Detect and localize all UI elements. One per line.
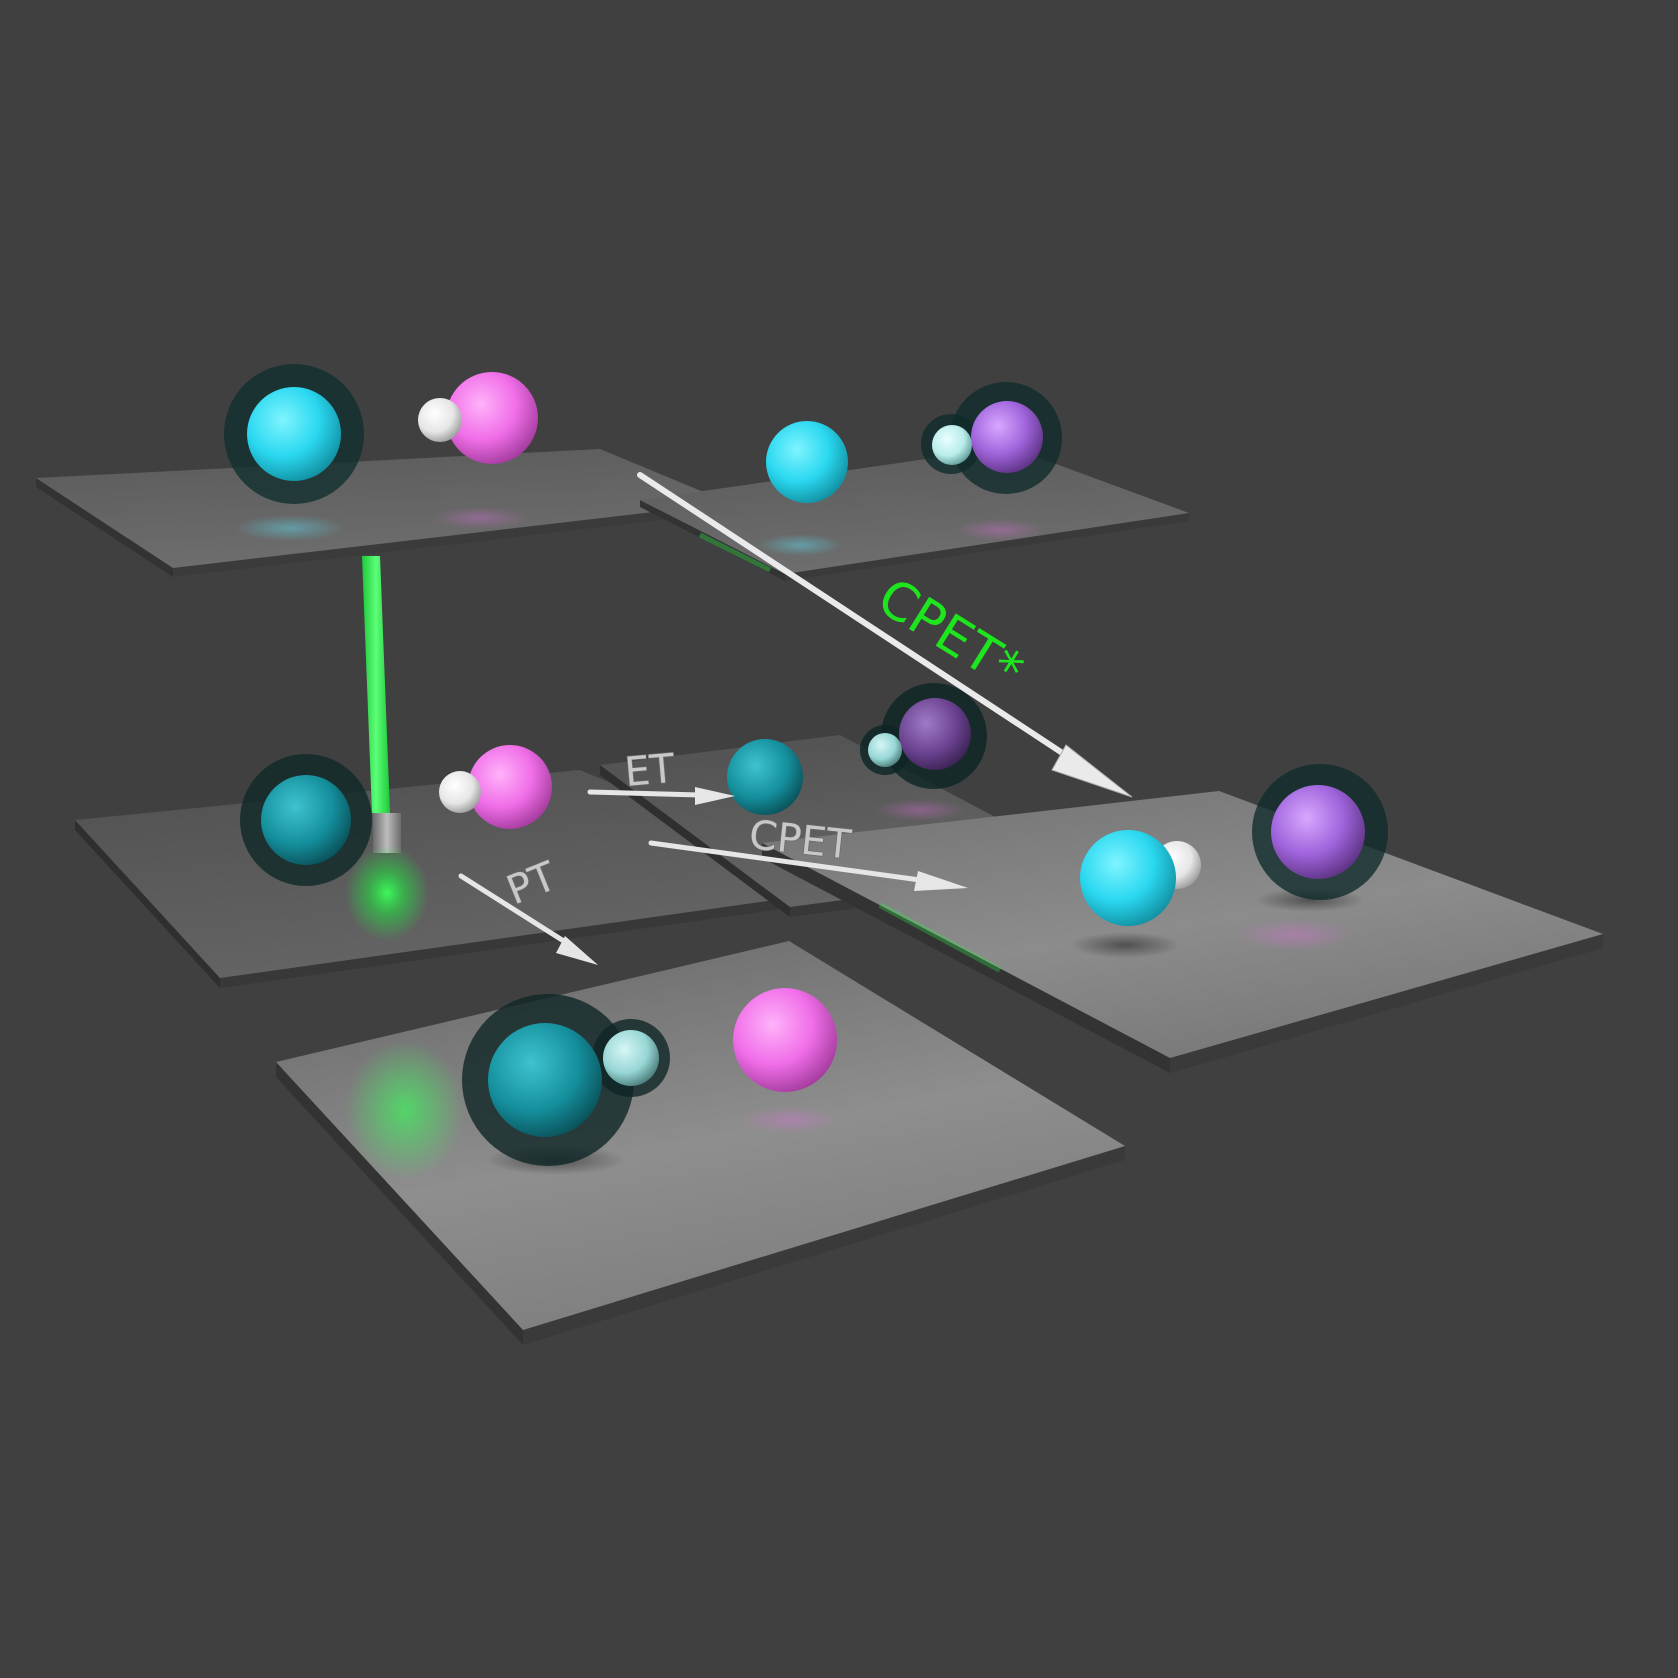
oxidized-donor-sphere	[899, 698, 971, 770]
oxidized-donor-sphere	[971, 401, 1043, 473]
reduced-acceptor-sphere	[727, 739, 803, 815]
proton-sphere	[418, 398, 462, 442]
bottom-right-species	[1080, 764, 1388, 926]
bottom-plane	[276, 941, 1125, 1345]
upper-left-plane	[36, 449, 730, 577]
electron-acceptor-sphere	[247, 387, 341, 481]
middle-right-species	[727, 683, 987, 815]
proton-donor-sphere	[468, 745, 552, 829]
bottom-right-plane	[762, 791, 1603, 1073]
excitation-beam	[345, 556, 429, 941]
et-label: ET	[623, 746, 677, 796]
top-right-species	[766, 382, 1062, 503]
proton-donor-sphere	[446, 372, 538, 464]
cpet-arrow	[648, 840, 968, 891]
protonated-acceptor-sphere	[1080, 830, 1176, 926]
oxidized-donor-sphere	[1271, 785, 1365, 879]
pt-arrow	[458, 873, 598, 965]
electron-acceptor-sphere	[766, 421, 848, 503]
et-arrow	[587, 787, 735, 805]
deprotonated-donor-sphere	[733, 988, 837, 1092]
middle-left-species	[240, 745, 552, 886]
proton-sphere	[603, 1030, 659, 1086]
excited-acceptor-sphere	[261, 775, 351, 865]
cpet-star-arrow	[637, 472, 1133, 798]
proton-sphere	[932, 425, 972, 465]
cpet-label: CPET	[747, 812, 854, 868]
upper-right-plane	[640, 447, 1189, 581]
protonated-acceptor-sphere	[488, 1023, 602, 1137]
proton-sphere	[868, 733, 902, 767]
top-left-species	[224, 364, 538, 504]
proton-sphere	[439, 771, 481, 813]
bottom-species	[462, 988, 837, 1166]
